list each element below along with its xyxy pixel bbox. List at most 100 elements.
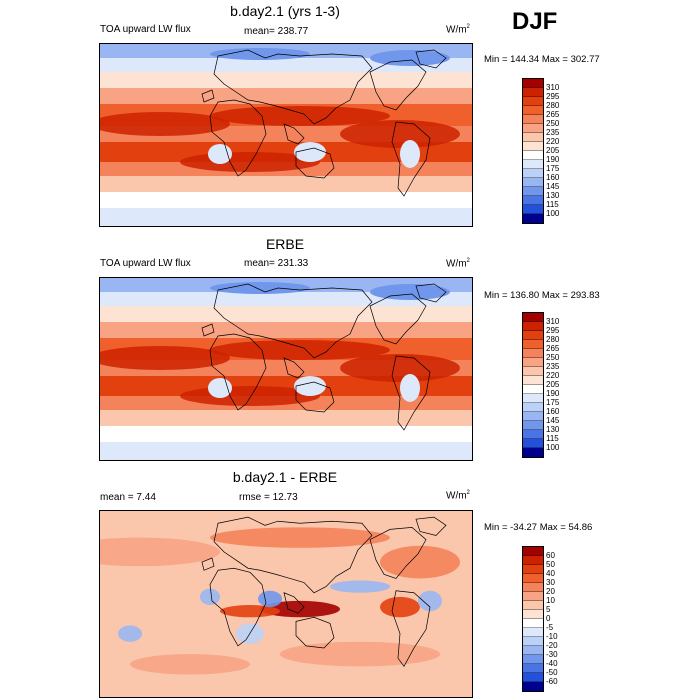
rmse-label: rmse = 12.73 [239, 492, 298, 503]
colorbar-swatch [523, 556, 543, 565]
mean-label: mean = 7.44 [100, 492, 156, 503]
colorbar-swatch [523, 358, 543, 367]
map-panel [99, 43, 473, 227]
colorbar-swatch [523, 205, 543, 214]
colorbar-tick-label: 145 [546, 182, 560, 191]
colorbar-swatch [523, 682, 543, 691]
colorbar-tick-label: 235 [546, 362, 560, 371]
colorbar-swatch [523, 421, 543, 430]
colorbar-tick-label: 175 [546, 164, 560, 173]
colorbar-tick-label: 220 [546, 371, 560, 380]
colorbar-swatch [523, 322, 543, 331]
colorbar-swatch [523, 412, 543, 421]
min-max-label: Min = -34.27 Max = 54.86 [484, 522, 593, 533]
colorbar-tick-label: 30 [546, 578, 555, 587]
colorbar-tick-label: 115 [546, 200, 559, 209]
colorbar-tick-label: 115 [546, 434, 559, 443]
colorbar-swatch [523, 448, 543, 457]
colorbar-swatch [523, 610, 543, 619]
colorbar-swatch [523, 637, 543, 646]
colorbar-tick-label: -5 [546, 623, 554, 632]
colorbar-tick-label: 310 [546, 83, 560, 92]
colorbar-swatch [523, 574, 543, 583]
colorbar [522, 546, 544, 692]
min-max-label: Min = 136.80 Max = 293.83 [484, 290, 600, 301]
map-field [100, 44, 472, 226]
colorbar-tick-label: 280 [546, 101, 560, 110]
colorbar-swatch [523, 313, 543, 322]
colorbar-swatch [523, 664, 543, 673]
colorbar-swatch [523, 403, 543, 412]
colorbar-tick-label: -60 [546, 677, 558, 686]
colorbar-swatch [523, 430, 543, 439]
colorbar-swatch [523, 151, 543, 160]
colorbar-tick-label: 220 [546, 137, 560, 146]
colorbar-tick-label: -50 [546, 668, 558, 677]
colorbar-tick-label: 100 [546, 443, 560, 452]
colorbar-swatch [523, 97, 543, 106]
colorbar-tick-label: 20 [546, 587, 555, 596]
colorbar-tick-label: 0 [546, 614, 551, 623]
colorbar-swatch [523, 178, 543, 187]
colorbar-tick-label: 10 [546, 596, 555, 605]
map-field [100, 511, 472, 697]
mean-label: mean= 231.33 [244, 258, 309, 269]
colorbar-swatch [523, 349, 543, 358]
colorbar-tick-label: 160 [546, 407, 560, 416]
colorbar-tick-label: 130 [546, 191, 560, 200]
colorbar-tick-label: 205 [546, 380, 560, 389]
colorbar-tick-label: 40 [546, 569, 555, 578]
colorbar-swatch [523, 592, 543, 601]
map-panel [99, 277, 473, 461]
colorbar-tick-label: 250 [546, 353, 560, 362]
variable-label: TOA upward LW flux [100, 258, 191, 269]
colorbar-swatch [523, 601, 543, 610]
colorbar-tick-label: 100 [546, 209, 560, 218]
colorbar-swatch [523, 385, 543, 394]
min-max-label: Min = 144.34 Max = 302.77 [484, 54, 600, 65]
map-panel [99, 510, 473, 698]
colorbar-tick-label: -10 [546, 632, 558, 641]
colorbar-swatch [523, 88, 543, 97]
units-label: W/m2 [446, 24, 470, 36]
panel-title: ERBE [265, 236, 305, 252]
colorbar-swatch [523, 394, 543, 403]
colorbar-tick-label: 145 [546, 416, 560, 425]
colorbar-swatch [523, 628, 543, 637]
colorbar-tick-label: 295 [546, 92, 560, 101]
colorbar-tick-label: 310 [546, 317, 560, 326]
season-label: DJF [512, 8, 558, 35]
mean-label: mean= 238.77 [244, 26, 309, 37]
colorbar-swatch [523, 367, 543, 376]
map-field [100, 278, 472, 460]
colorbar-tick-label: 280 [546, 335, 560, 344]
colorbar-tick-label: 50 [546, 560, 555, 569]
colorbar-swatch [523, 79, 543, 88]
colorbar-swatch [523, 106, 543, 115]
units-label: W/m2 [446, 490, 470, 502]
colorbar-swatch [523, 142, 543, 151]
colorbar-swatch [523, 214, 543, 223]
colorbar-swatch [523, 196, 543, 205]
units-label: W/m2 [446, 258, 470, 270]
colorbar-swatch [523, 439, 543, 448]
colorbar-tick-label: 160 [546, 173, 560, 182]
colorbar-swatch [523, 619, 543, 628]
colorbar-swatch [523, 655, 543, 664]
colorbar-swatch [523, 133, 543, 142]
colorbar-labels: 310 295 280 265 250 235 220 205 190 175 160 145 130 1… [546, 317, 559, 452]
colorbar-swatch [523, 376, 543, 385]
colorbar-tick-label: 295 [546, 326, 560, 335]
colorbar [522, 78, 544, 224]
colorbar-swatch [523, 340, 543, 349]
colorbar-swatch [523, 583, 543, 592]
colorbar-tick-label: 235 [546, 128, 560, 137]
colorbar-labels: 310 295 280 265 250 235 220 205 190 175 160 145 130 1… [546, 83, 559, 218]
colorbar-tick-label: 60 [546, 551, 555, 560]
colorbar-tick-label: 130 [546, 425, 560, 434]
colorbar-tick-label: 190 [546, 389, 560, 398]
colorbar-swatch [523, 115, 543, 124]
panel-title: b.day2.1 - ERBE [232, 469, 338, 485]
colorbar-swatch [523, 124, 543, 133]
colorbar-tick-label: 250 [546, 119, 560, 128]
